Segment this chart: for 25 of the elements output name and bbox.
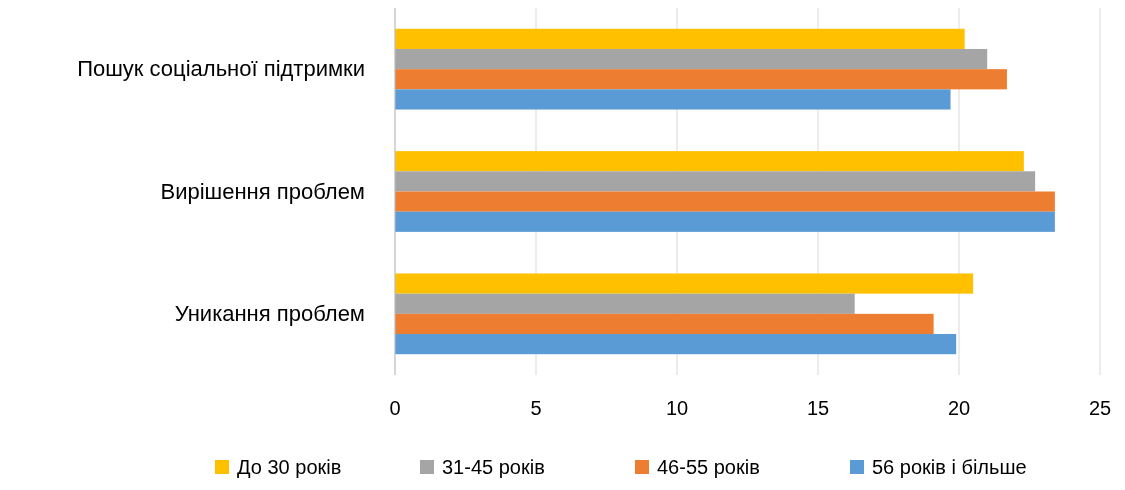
- bar: [395, 89, 951, 110]
- legend-label: 46-55 років: [657, 456, 760, 478]
- x-tick-label: 25: [1088, 397, 1112, 419]
- bar: [395, 48, 988, 70]
- x-tick-label: 10: [665, 397, 689, 419]
- bar: [395, 69, 1007, 90]
- bar: [395, 151, 1024, 172]
- x-tick-label: 0: [389, 397, 401, 419]
- bar: [395, 171, 1036, 192]
- x-tick-label: 5: [530, 397, 542, 419]
- y-tick-label: Уникання проблем: [174, 300, 365, 326]
- bar: [395, 191, 1055, 212]
- bar: [395, 273, 974, 294]
- bar: [395, 28, 965, 49]
- bar: [395, 293, 855, 314]
- bar: [395, 313, 934, 335]
- bar: [395, 334, 957, 355]
- y-tick-label: Вирішення проблем: [160, 178, 365, 204]
- x-tick-label: 20: [947, 397, 971, 419]
- y-tick-label: Пошук соціальної підтримки: [77, 56, 365, 82]
- legend-label: 56 років і більше: [872, 456, 1027, 478]
- legend-label: 31-45 років: [442, 456, 545, 478]
- legend-label: До 30 років: [237, 456, 342, 478]
- x-tick-label: 15: [806, 397, 830, 419]
- bar: [395, 211, 1055, 232]
